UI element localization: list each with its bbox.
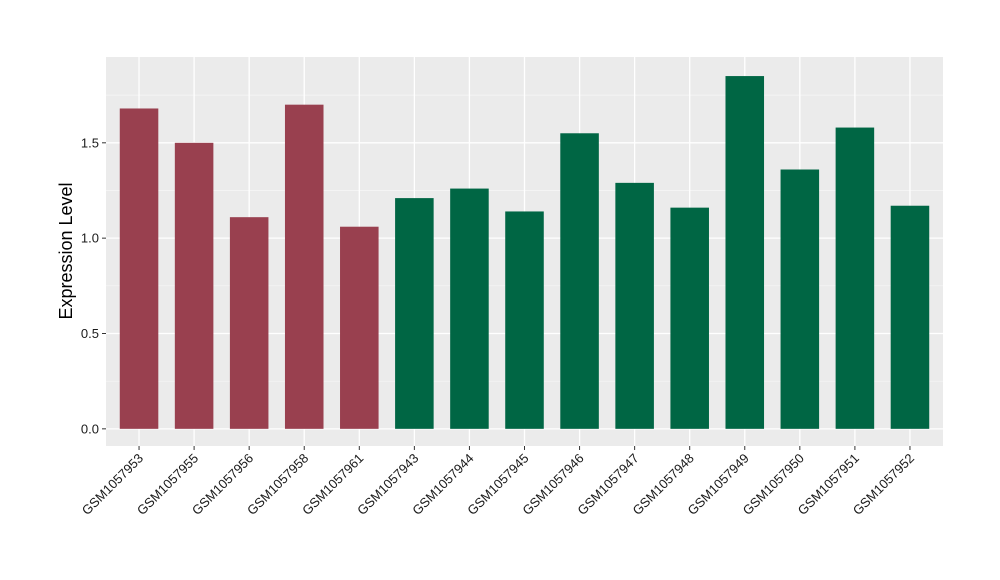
- x-axis: GSM1057953GSM1057955GSM1057956GSM1057958…: [79, 446, 917, 518]
- y-axis-title: Expression Level: [56, 182, 76, 319]
- y-tick-label: 0.5: [81, 326, 99, 341]
- bar: [340, 226, 379, 429]
- bar: [395, 198, 434, 429]
- bar: [560, 133, 599, 429]
- bar: [450, 188, 489, 429]
- bar: [174, 142, 214, 429]
- bar: [670, 207, 709, 429]
- bar: [725, 76, 765, 429]
- bar: [505, 211, 544, 429]
- bar: [119, 108, 159, 429]
- bar: [229, 217, 269, 429]
- y-tick-label: 1.0: [81, 231, 99, 246]
- bar: [780, 169, 820, 429]
- y-tick-label: 0.0: [81, 421, 99, 436]
- bar: [890, 205, 930, 429]
- bar: [835, 127, 875, 429]
- y-tick-label: 1.5: [81, 135, 99, 150]
- bar: [284, 104, 324, 429]
- bars: [119, 76, 930, 429]
- y-axis: 0.0 0.5 1.0 1.5: [81, 135, 106, 436]
- bar: [615, 182, 654, 429]
